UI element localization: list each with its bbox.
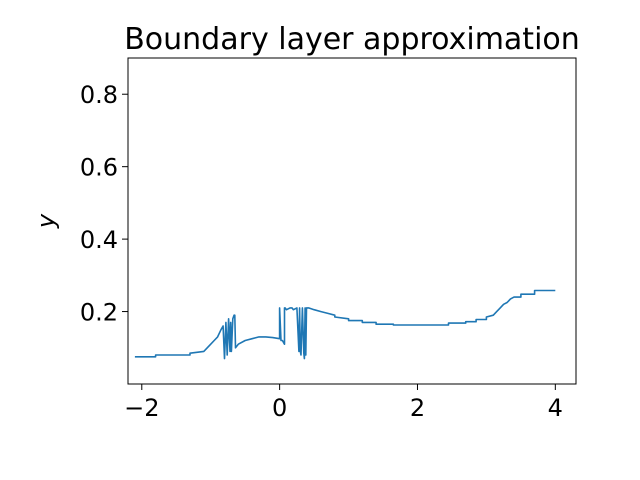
x-tick-label: 4 (548, 394, 563, 422)
plot-area (134, 289, 556, 360)
y-tick-label: 0.6 (80, 154, 118, 182)
y-tick-label: 0.4 (80, 226, 118, 254)
y-tick-label: 0.2 (80, 299, 118, 327)
plot-frame (127, 57, 577, 385)
x-tick-label: 2 (410, 394, 425, 422)
series-line-0 (134, 289, 556, 360)
x-tick-label: −2 (124, 394, 159, 422)
y-axis-label: y (32, 213, 60, 229)
y-tick-label: 0.8 (80, 81, 118, 109)
x-tick-label: 0 (272, 394, 287, 422)
chart-title: Boundary layer approximation (124, 22, 580, 57)
